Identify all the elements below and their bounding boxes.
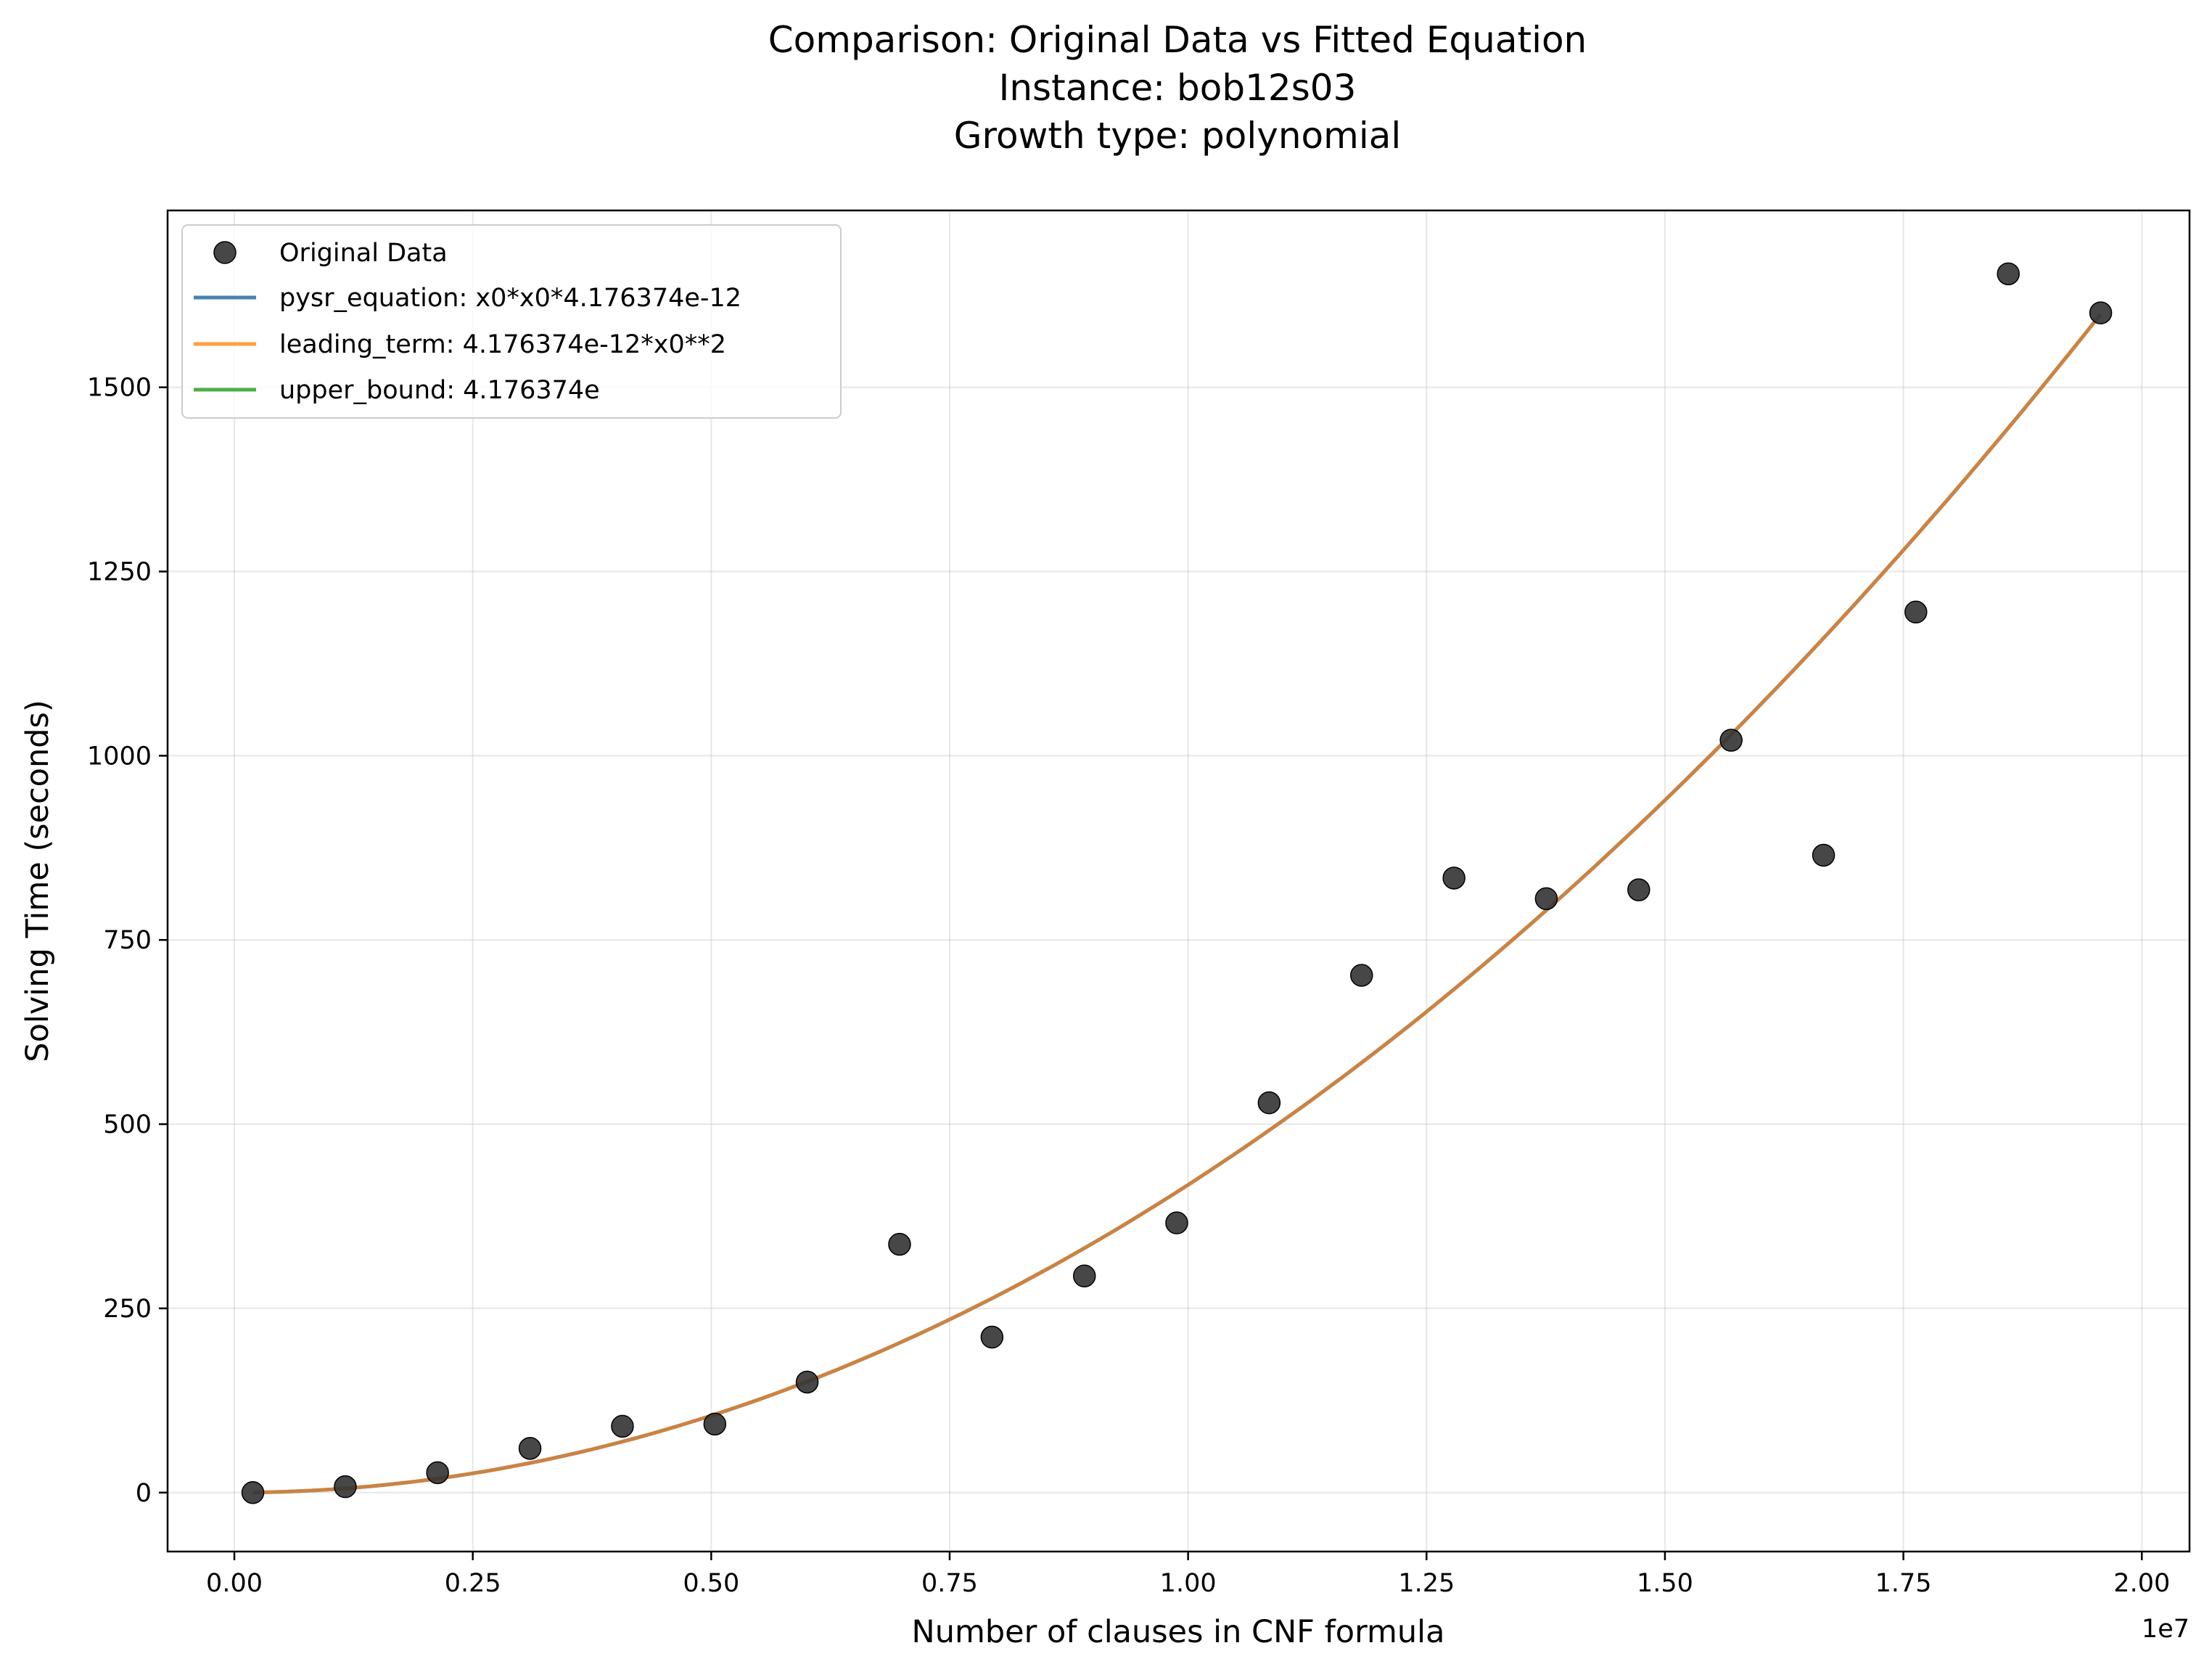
y-axis-label: Solving Time (seconds) (20, 700, 56, 1062)
data-point (1072, 1264, 1096, 1287)
legend-label-leading-term: leading_term: 4.176374e-12*x0**2 (279, 330, 726, 359)
data-point (1534, 887, 1558, 911)
data-point (1997, 262, 2020, 286)
data-point (1719, 729, 1743, 752)
grid (168, 210, 2190, 1552)
chart-title-line-2: Instance: bob12s03 (999, 67, 1357, 109)
data-point (980, 1325, 1004, 1349)
x-tick-label: 1.25 (1398, 1569, 1455, 1598)
leading-term-curve (252, 313, 2102, 1495)
chart-title-line-1: Comparison: Original Data vs Fitted Equa… (768, 19, 1587, 61)
data-point (1442, 866, 1465, 890)
chart-title: Comparison: Original Data vs Fitted Equa… (768, 19, 1587, 157)
data-point (795, 1370, 819, 1394)
x-tick-label: 1.50 (1637, 1569, 1693, 1598)
legend-label-original-data: Original Data (279, 239, 448, 268)
x-axis-offset-label: 1e7 (2142, 1615, 2190, 1644)
data-point (426, 1461, 449, 1485)
x-tick-label: 1.00 (1160, 1569, 1217, 1598)
y-tick-label: 250 (103, 1295, 152, 1324)
data-point (518, 1437, 542, 1460)
x-axis-label: Number of clauses in CNF formula (912, 1614, 1445, 1650)
x-tick-label: 0.00 (206, 1569, 263, 1598)
x-tick-label: 0.50 (683, 1569, 739, 1598)
legend-marker-original-data (213, 241, 237, 264)
data-point (703, 1412, 727, 1436)
y-tick-label: 1000 (87, 742, 152, 771)
y-tick-label: 1250 (87, 558, 152, 587)
plot-frame (166, 209, 2191, 1553)
data-point (334, 1475, 357, 1499)
data-points (241, 262, 2113, 1504)
data-point (2089, 301, 2113, 324)
legend-box (181, 224, 842, 419)
y-tick-label: 0 (136, 1479, 152, 1508)
x-tick-label: 1.75 (1875, 1569, 1932, 1598)
x-tick-label: 0.75 (921, 1569, 978, 1598)
y-tick-label: 1500 (87, 374, 152, 403)
data-point (1165, 1211, 1188, 1234)
data-point (611, 1414, 634, 1438)
data-point (1257, 1091, 1281, 1115)
data-point (1904, 600, 1928, 624)
data-point (241, 1481, 265, 1504)
x-axis-ticks: 0.00 0.25 0.50 0.75 1.00 1.25 1.50 1.75 2.00 (206, 1552, 2170, 1598)
chart-title-line-3: Growth type: polynomial (954, 115, 1402, 157)
data-point (888, 1232, 911, 1256)
y-axis-ticks: 0 250 500 750 1000 1250 1500 (87, 374, 168, 1508)
data-point (1812, 843, 1835, 867)
x-tick-label: 2.00 (2113, 1569, 2170, 1598)
data-point (1627, 878, 1650, 901)
legend: Original Data pysr_equation: x0*x0*4.176… (181, 224, 842, 419)
legend-label-upper-bound: upper_bound: 4.176374e (279, 376, 600, 405)
x-tick-label: 0.25 (445, 1569, 501, 1598)
y-tick-label: 750 (103, 926, 152, 955)
fitted-curves (252, 313, 2102, 1495)
legend-label-pysr-equation: pysr_equation: x0*x0*4.176374e-12 (279, 284, 741, 313)
data-point (1350, 964, 1373, 987)
y-tick-label: 500 (103, 1110, 152, 1139)
